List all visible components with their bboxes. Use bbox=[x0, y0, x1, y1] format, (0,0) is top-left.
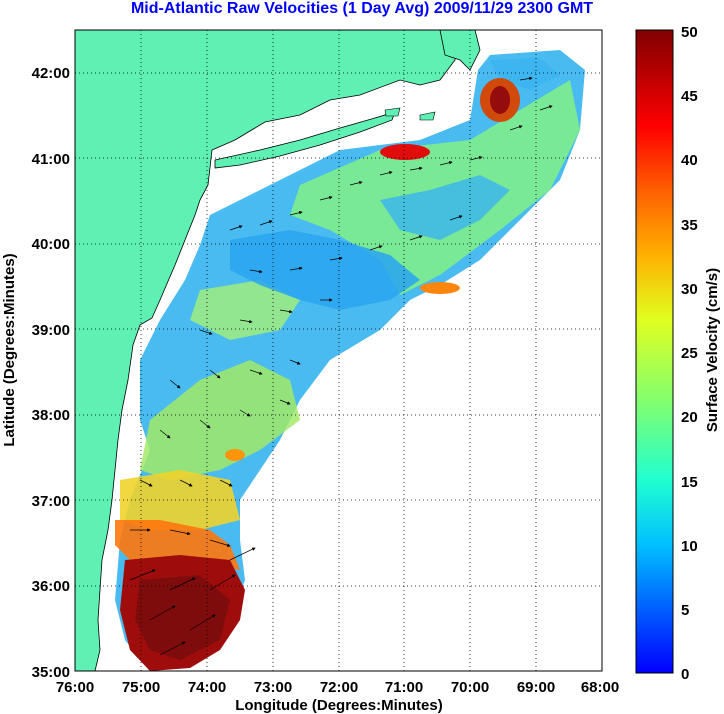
y-axis-ticks: 35:00 36:00 37:00 38:00 39:00 40:00 41:0… bbox=[32, 65, 70, 681]
x-tick-label: 73:00 bbox=[254, 679, 292, 696]
y-tick-label: 40:00 bbox=[32, 236, 70, 253]
colorbar-tick-label: 25 bbox=[681, 345, 698, 362]
velocity-field bbox=[115, 50, 585, 671]
colorbar-tick-label: 5 bbox=[681, 602, 689, 619]
y-tick-label: 39:00 bbox=[32, 322, 70, 339]
colorbar-tick-label: 30 bbox=[681, 281, 698, 298]
plot-frame bbox=[74, 29, 603, 672]
x-tick-label: 69:00 bbox=[517, 679, 555, 696]
x-tick-label: 75:00 bbox=[122, 679, 160, 696]
map-title: Mid-Atlantic Raw Velocities (1 Day Avg) … bbox=[130, 0, 594, 17]
y-tick-label: 36:00 bbox=[32, 578, 70, 595]
x-tick-label: 76:00 bbox=[56, 679, 94, 696]
y-tick-label: 38:00 bbox=[32, 407, 70, 424]
colorbar-tick-label: 10 bbox=[681, 538, 698, 555]
y-axis-label: Latitude (Degrees:Minutes) bbox=[1, 253, 18, 446]
colorbar-ticks: 0 5 10 15 20 25 30 35 40 45 50 bbox=[681, 24, 698, 683]
x-tick-label: 74:00 bbox=[188, 679, 226, 696]
x-tick-label: 72:00 bbox=[320, 679, 358, 696]
velocity-arrows bbox=[129, 76, 553, 656]
colorbar-tick-label: 45 bbox=[681, 88, 698, 105]
colorbar-label: Surface Velocity (cm/s) bbox=[704, 268, 721, 432]
x-tick-label: 71:00 bbox=[385, 679, 423, 696]
land-mass bbox=[75, 30, 461, 671]
long-island bbox=[214, 111, 396, 169]
y-tick-label: 37:00 bbox=[32, 493, 70, 510]
colorbar-tick-label: 50 bbox=[681, 24, 698, 41]
colorbar bbox=[635, 29, 674, 674]
colorbar-tick-label: 15 bbox=[681, 474, 698, 491]
colorbar-tick-label: 20 bbox=[681, 409, 698, 426]
grid-lines bbox=[75, 30, 602, 671]
colorbar-tick-label: 0 bbox=[681, 666, 689, 683]
colorbar-tick-label: 35 bbox=[681, 217, 698, 234]
x-axis-label: Longitude (Degrees:Minutes) bbox=[235, 697, 443, 714]
islands bbox=[384, 107, 436, 121]
x-tick-label: 68:00 bbox=[581, 679, 619, 696]
x-tick-label: 70:00 bbox=[451, 679, 489, 696]
y-tick-label: 42:00 bbox=[32, 65, 70, 82]
y-tick-label: 41:00 bbox=[32, 151, 70, 168]
y-tick-label: 35:00 bbox=[32, 664, 70, 681]
colorbar-tick-label: 40 bbox=[681, 152, 698, 169]
x-axis-ticks: 76:00 75:00 74:00 73:00 72:00 71:00 70:0… bbox=[56, 679, 619, 696]
